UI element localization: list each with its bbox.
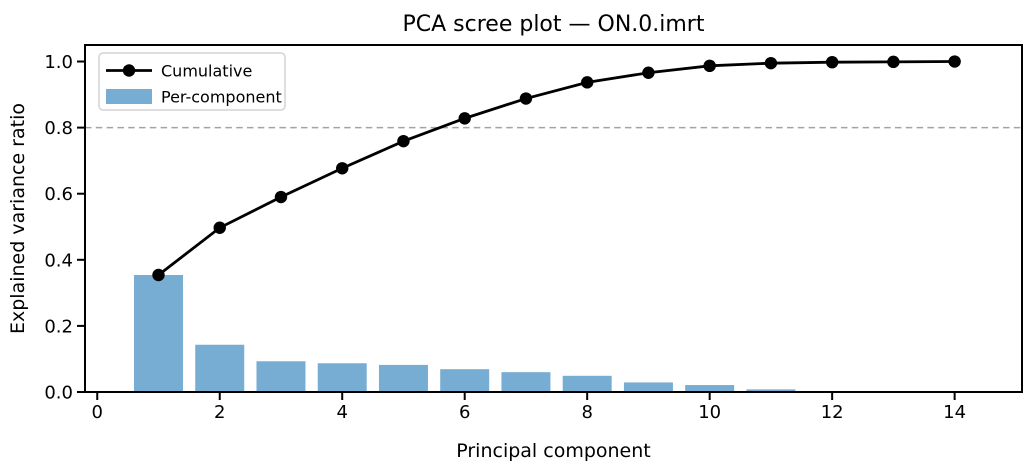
legend-marker-icon xyxy=(122,64,136,77)
bar-pc4 xyxy=(317,363,367,392)
legend: Cumulative Per-component xyxy=(98,52,286,111)
marker-pc6 xyxy=(458,112,471,125)
y-tick-label: 0.6 xyxy=(44,184,73,205)
bar-pc5 xyxy=(378,364,428,392)
marker-pc9 xyxy=(642,66,655,79)
axes-spines xyxy=(84,44,1023,393)
x-tick-label: 0 xyxy=(92,402,103,423)
bar-pc8 xyxy=(562,375,612,392)
marker-pc2 xyxy=(213,221,226,234)
x-tick-label: 14 xyxy=(943,402,966,423)
legend-label-per-component: Per-component xyxy=(161,88,282,107)
x-axis-label: Principal component xyxy=(456,440,651,462)
marker-pc3 xyxy=(274,190,288,204)
x-tick-label: 2 xyxy=(214,402,225,423)
bar-pc9 xyxy=(623,382,673,392)
marker-pc11 xyxy=(764,56,778,70)
marker-pc12 xyxy=(825,55,839,69)
cumulative-line xyxy=(157,60,955,277)
marker-pc7 xyxy=(519,92,533,105)
per-component-bars xyxy=(133,275,980,392)
x-axis: 0 2 4 6 8 10 12 14 xyxy=(92,393,966,423)
x-tick-label: 4 xyxy=(336,402,347,423)
x-tick-label: 6 xyxy=(459,402,470,423)
y-axis: 0.0 0.2 0.4 0.6 0.8 1.0 xyxy=(44,52,84,404)
x-tick-label: 12 xyxy=(821,402,844,423)
y-tick-label: 1.0 xyxy=(44,52,73,73)
marker-pc8 xyxy=(580,76,594,89)
bar-pc1 xyxy=(133,275,183,392)
marker-pc10 xyxy=(703,59,716,73)
bar-pc3 xyxy=(256,361,306,392)
legend-label-cumulative: Cumulative xyxy=(161,62,252,81)
y-tick-label: 0.2 xyxy=(44,316,73,337)
y-tick-label: 0.4 xyxy=(44,250,73,271)
cumulative-line-series xyxy=(152,55,961,282)
bar-pc11 xyxy=(746,389,796,392)
marker-pc14 xyxy=(948,55,961,68)
x-tick-label: 10 xyxy=(698,402,721,423)
bar-pc10 xyxy=(685,385,735,392)
y-tick-label: 0.0 xyxy=(44,383,73,404)
marker-pc1 xyxy=(152,268,165,282)
marker-pc5 xyxy=(397,134,410,148)
y-axis-label: Explained variance ratio xyxy=(7,103,29,334)
marker-pc13 xyxy=(887,55,900,69)
bar-pc6 xyxy=(440,369,490,392)
chart-title: PCA scree plot — ON.0.imrt xyxy=(403,12,705,37)
bar-pc7 xyxy=(501,372,551,392)
y-tick-label: 0.8 xyxy=(44,118,73,139)
marker-pc4 xyxy=(336,162,349,175)
bar-pc2 xyxy=(195,344,245,392)
legend-bar-swatch xyxy=(106,89,152,104)
x-tick-label: 8 xyxy=(581,402,592,423)
